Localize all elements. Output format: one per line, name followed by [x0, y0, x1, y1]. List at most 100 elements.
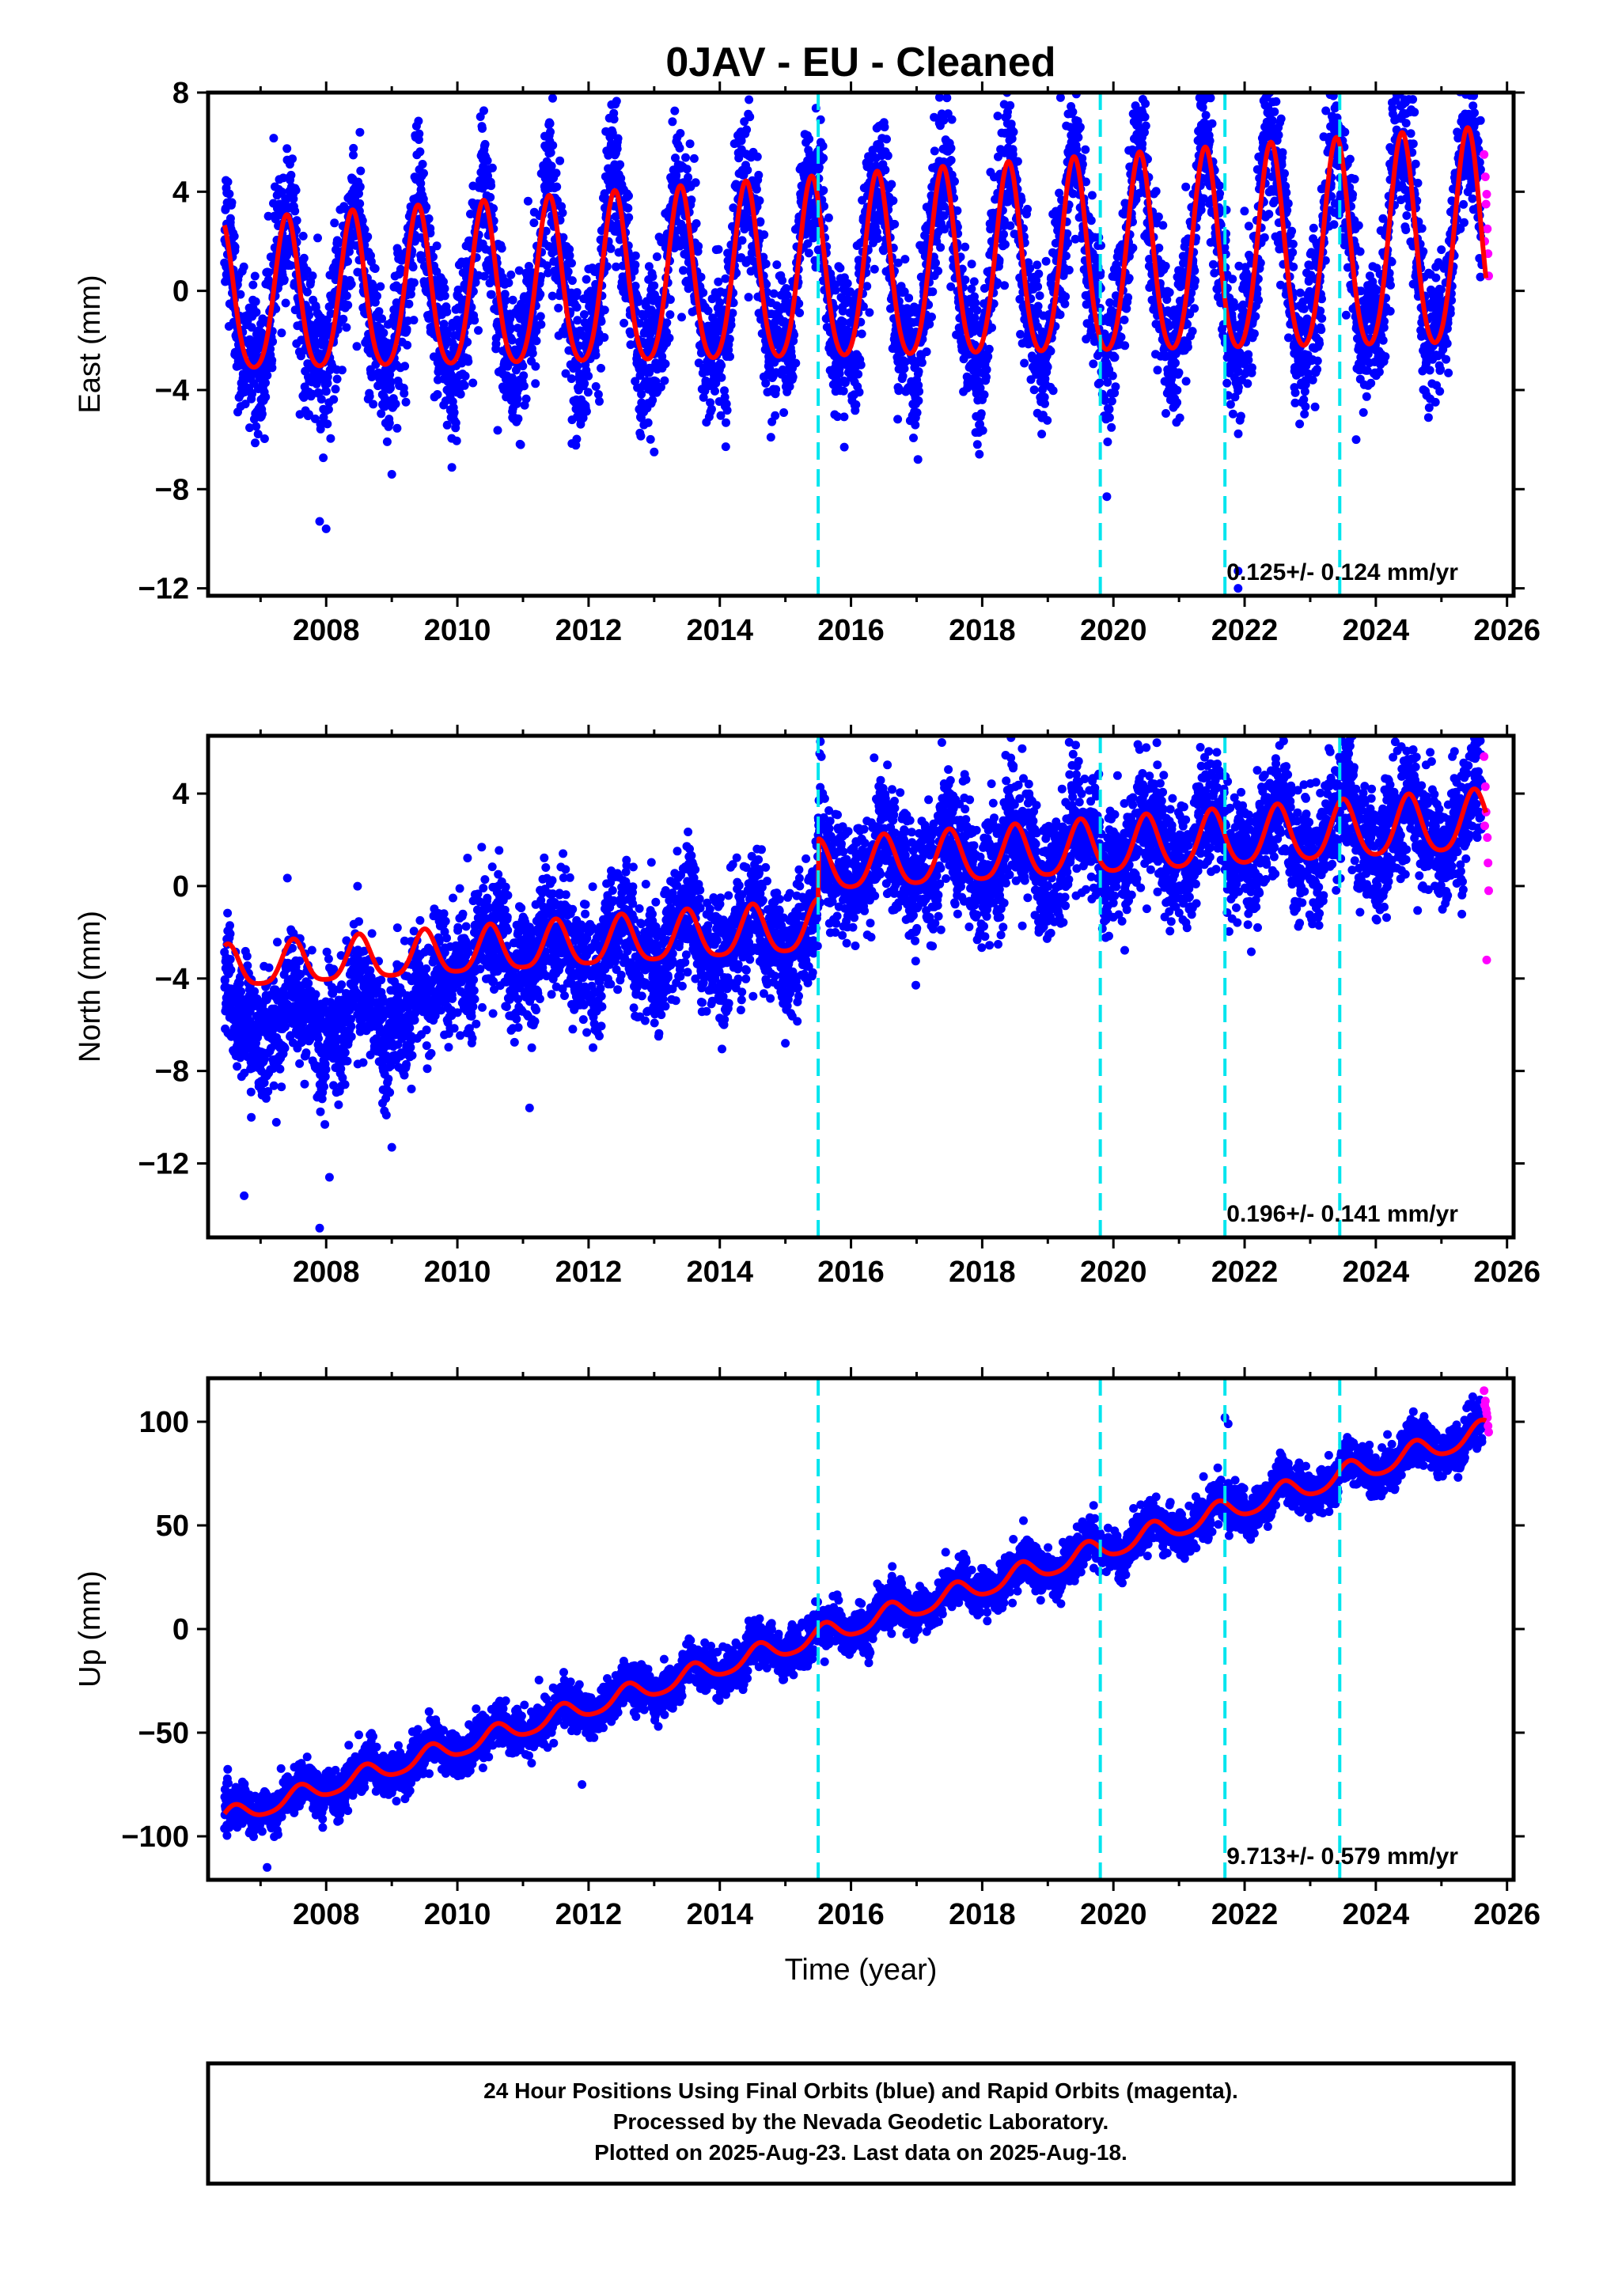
- data-point: [788, 373, 798, 381]
- data-point: [1068, 108, 1078, 116]
- data-point: [930, 146, 939, 156]
- data-point: [408, 263, 418, 272]
- data-point: [486, 192, 495, 202]
- data-point: [580, 379, 589, 388]
- data-point: [898, 371, 908, 381]
- data-point: [631, 251, 640, 260]
- data-point: [715, 297, 725, 307]
- data-point: [483, 156, 492, 165]
- data-point: [572, 302, 582, 312]
- data-point: [1046, 347, 1055, 356]
- data-point: [342, 291, 351, 301]
- data-point: [263, 371, 272, 380]
- data-point: [1081, 145, 1090, 154]
- data-point: [230, 242, 240, 252]
- data-point: [229, 232, 239, 241]
- data-point: [889, 196, 898, 206]
- data-point: [292, 216, 301, 225]
- data-point: [247, 323, 256, 332]
- data-point: [1020, 358, 1029, 368]
- data-point: [339, 314, 348, 324]
- data-point: [689, 153, 699, 163]
- data-point: [1055, 310, 1065, 320]
- data-point: [1061, 292, 1071, 301]
- data-point: [531, 379, 540, 388]
- data-point: [1138, 139, 1147, 149]
- data-point: [269, 134, 279, 143]
- data-point: [419, 169, 428, 178]
- data-point: [253, 430, 263, 439]
- data-point: [676, 129, 685, 138]
- data-point: [1151, 187, 1161, 196]
- data-point: [442, 420, 452, 430]
- data-point: [745, 112, 755, 122]
- data-point: [927, 313, 936, 322]
- data-point: [681, 153, 690, 162]
- data-point: [277, 328, 286, 338]
- data-point: [1174, 368, 1184, 377]
- data-point: [582, 275, 591, 284]
- data-point: [1043, 415, 1052, 425]
- data-point: [1116, 332, 1126, 342]
- data-point: [591, 382, 601, 391]
- data-point: [721, 274, 730, 283]
- data-point: [305, 311, 314, 320]
- data-point: [225, 214, 235, 223]
- data-point: [286, 170, 296, 180]
- data-point: [900, 255, 910, 264]
- data-point: [479, 106, 488, 116]
- data-point: [634, 297, 643, 306]
- data-point: [643, 418, 653, 427]
- data-point: [1191, 276, 1199, 286]
- data-point: [623, 203, 633, 213]
- data-point: [675, 143, 684, 153]
- data-point: [573, 316, 582, 325]
- data-point: [507, 335, 517, 345]
- data-point: [1001, 240, 1010, 249]
- data-point: [1033, 301, 1043, 311]
- data-point: [355, 127, 365, 137]
- data-point: [1041, 256, 1051, 266]
- data-point: [460, 371, 470, 381]
- data-point: [1108, 371, 1117, 381]
- data-point: [251, 297, 260, 306]
- data-point: [529, 218, 539, 228]
- data-point: [745, 95, 754, 104]
- data-point: [743, 165, 752, 175]
- data-point: [772, 260, 782, 270]
- data-point: [281, 298, 290, 308]
- data-point: [304, 410, 313, 419]
- data-point: [914, 367, 923, 377]
- data-point: [754, 170, 764, 180]
- data-point: [766, 433, 775, 442]
- data-point: [909, 434, 918, 442]
- data-point: [890, 219, 900, 229]
- data-point: [513, 414, 523, 423]
- data-point: [358, 216, 367, 225]
- data-point: [386, 377, 396, 386]
- data-point: [928, 287, 938, 297]
- data-point: [567, 259, 576, 268]
- data-point: [791, 358, 801, 368]
- data-point: [620, 318, 629, 328]
- data-point: [631, 260, 640, 270]
- data-point: [1089, 359, 1098, 369]
- data-point: [685, 139, 695, 149]
- data-point: [261, 378, 270, 388]
- data-point: [331, 385, 340, 394]
- data-point: [1006, 119, 1016, 129]
- data-point: [251, 438, 260, 448]
- data-point: [795, 309, 805, 317]
- data-point: [969, 277, 979, 286]
- data-point: [326, 434, 335, 443]
- data-point: [999, 229, 1008, 239]
- data-point: [400, 388, 409, 398]
- data-point: [480, 139, 490, 149]
- data-point: [554, 303, 563, 313]
- data-point: [936, 243, 946, 252]
- data-point: [415, 129, 424, 138]
- data-point: [257, 409, 267, 419]
- data-point: [319, 453, 328, 463]
- data-point: [880, 123, 889, 132]
